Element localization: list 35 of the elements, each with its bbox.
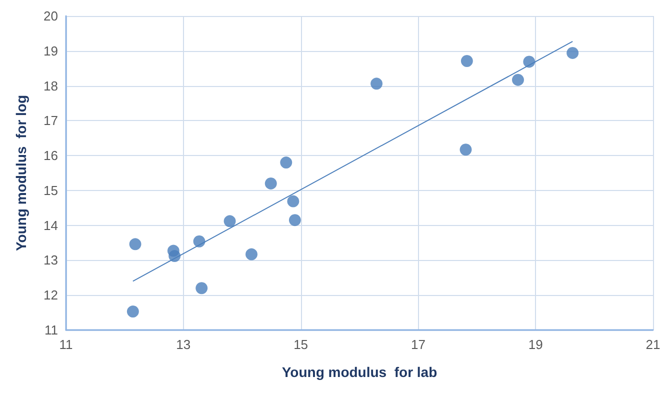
y-tick-label: 19	[44, 43, 58, 58]
point	[512, 74, 524, 86]
point	[287, 195, 300, 208]
y-tick-label: 11	[44, 322, 58, 338]
x-tick-label: 11	[59, 337, 73, 352]
x-tick-label: 17	[410, 337, 426, 352]
y-tick-label: 20	[44, 8, 58, 24]
point	[566, 46, 579, 59]
point	[288, 214, 301, 226]
point	[460, 144, 472, 156]
point	[126, 306, 139, 318]
point	[129, 238, 142, 250]
y-tick-label: 15	[44, 182, 58, 198]
point	[280, 156, 292, 169]
y-tick-label: 16	[44, 148, 58, 164]
y-tick-label: 12	[44, 288, 58, 303]
y-tick-label: 17	[44, 113, 58, 128]
point	[246, 248, 258, 260]
point	[460, 55, 473, 68]
x-tick-label: 21	[646, 337, 660, 352]
y-axis-title: Young modulus for log	[13, 94, 29, 252]
y-tick-label: 18	[44, 78, 58, 94]
x-tick-label: 13	[176, 337, 191, 352]
y-tick-label: 14	[44, 218, 58, 233]
point	[264, 177, 277, 190]
point	[370, 78, 383, 90]
x-tick-label: 19	[528, 337, 543, 352]
point	[224, 215, 236, 228]
x-axis-title: Young modulus for lab	[282, 364, 438, 380]
point	[196, 282, 208, 294]
point	[168, 250, 181, 262]
point	[523, 56, 536, 68]
y-tick-label: 13	[44, 252, 58, 268]
point	[193, 235, 206, 248]
x-tick-label: 15	[294, 337, 308, 352]
